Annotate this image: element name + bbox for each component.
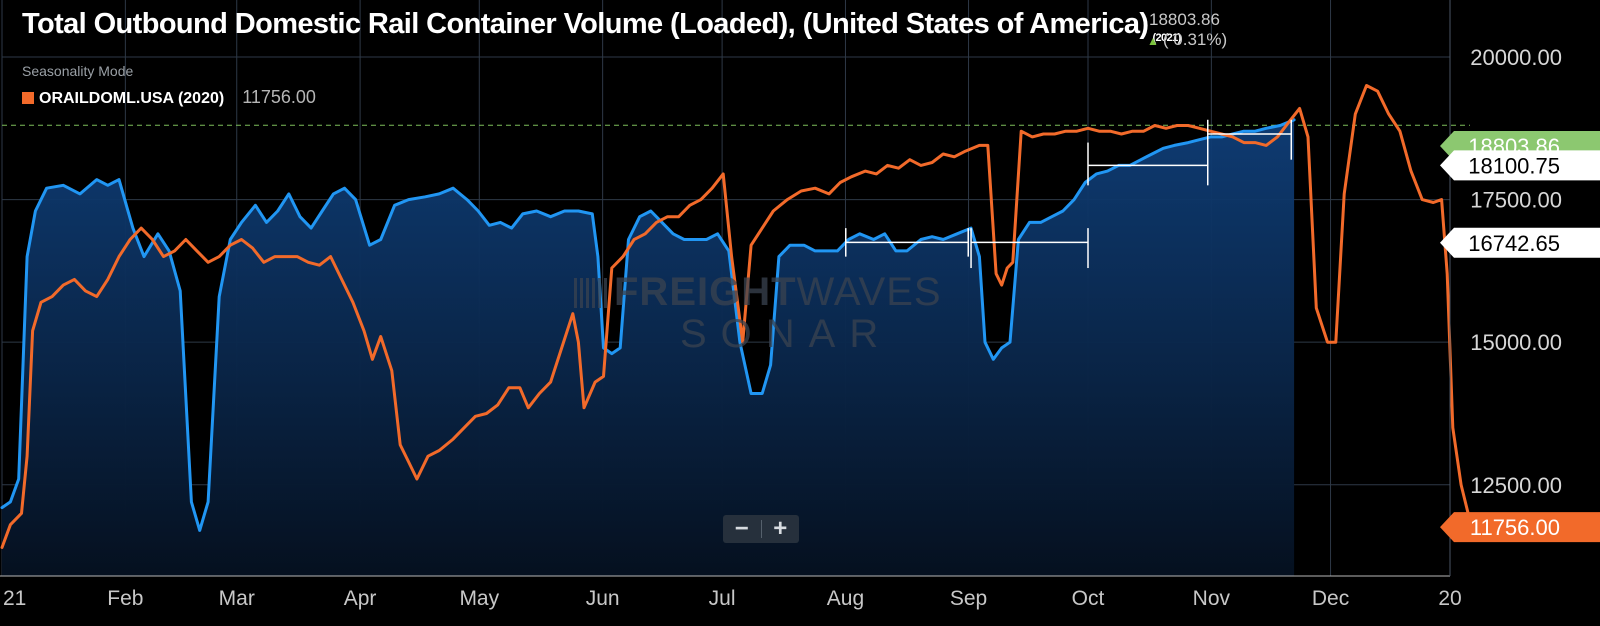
series-line-2021 bbox=[0, 118, 1296, 532]
x-tick-label: Jun bbox=[586, 587, 620, 610]
x-tick-label: 21 bbox=[3, 587, 26, 610]
y-tick-label: 12500.00 bbox=[1470, 473, 1562, 498]
current-value: 18803.86 bbox=[1149, 10, 1220, 29]
price-badge bbox=[1440, 227, 1600, 258]
price-badge-label: 16742.65 bbox=[1468, 231, 1560, 256]
zoom-divider bbox=[760, 520, 762, 538]
axes: 21 Feb Mar Apr May Jun Jul Aug Sep Oct Nov Dec 20 125… bbox=[0, 0, 1562, 610]
price-badge-label: 11756.00 bbox=[1470, 515, 1560, 540]
series-area bbox=[2, 119, 1295, 577]
x-tick-label: May bbox=[459, 587, 499, 610]
change-indicator: ▲( 0.31%) bbox=[1147, 30, 1227, 50]
y-tick-label: 15000.00 bbox=[1470, 330, 1562, 355]
x-tick-label: Feb bbox=[107, 587, 143, 610]
seasonality-mode-label: Seasonality Mode bbox=[22, 63, 134, 79]
series-line-2020 bbox=[0, 84, 1477, 549]
legend-label: ORAILDOML.USA (2020) bbox=[39, 90, 225, 107]
change-value: ( 0.31%) bbox=[1162, 30, 1228, 49]
measure-brackets bbox=[844, 119, 1293, 269]
legend-value: 11756.00 bbox=[242, 87, 316, 107]
zoom-out-button[interactable]: − bbox=[734, 515, 749, 542]
legend-item[interactable]: ORAILDOML.USA (2020) 11756.00 bbox=[22, 87, 316, 108]
x-tick-label: Jul bbox=[709, 587, 736, 610]
zoom-control: − + bbox=[723, 515, 799, 543]
x-tick-label: Apr bbox=[344, 587, 377, 610]
y-tick-label: 17500.00 bbox=[1470, 188, 1562, 213]
x-tick-label: Mar bbox=[219, 587, 255, 610]
title-year: (2021) bbox=[1152, 32, 1181, 44]
y-tick-label: 20000.00 bbox=[1470, 45, 1562, 70]
zoom-in-button[interactable]: + bbox=[773, 515, 788, 542]
series-lines bbox=[0, 84, 1477, 549]
price-badge-label: 18100.75 bbox=[1468, 153, 1560, 178]
x-tick-label: Dec bbox=[1312, 587, 1349, 610]
chart-title: Total Outbound Domestic Rail Container V… bbox=[22, 8, 1181, 44]
price-badge bbox=[1440, 512, 1600, 543]
x-tick-label: Nov bbox=[1193, 587, 1231, 610]
price-badge bbox=[1440, 150, 1600, 181]
x-tick-label: Sep bbox=[950, 587, 987, 610]
x-tick-label: Oct bbox=[1072, 587, 1105, 610]
x-tick-label: Aug bbox=[827, 587, 864, 610]
up-arrow-icon: ▲ bbox=[1147, 34, 1159, 48]
legend-swatch bbox=[22, 92, 34, 104]
series-fill-2021 bbox=[2, 119, 1295, 577]
x-tick-label: 20 bbox=[1438, 587, 1461, 610]
